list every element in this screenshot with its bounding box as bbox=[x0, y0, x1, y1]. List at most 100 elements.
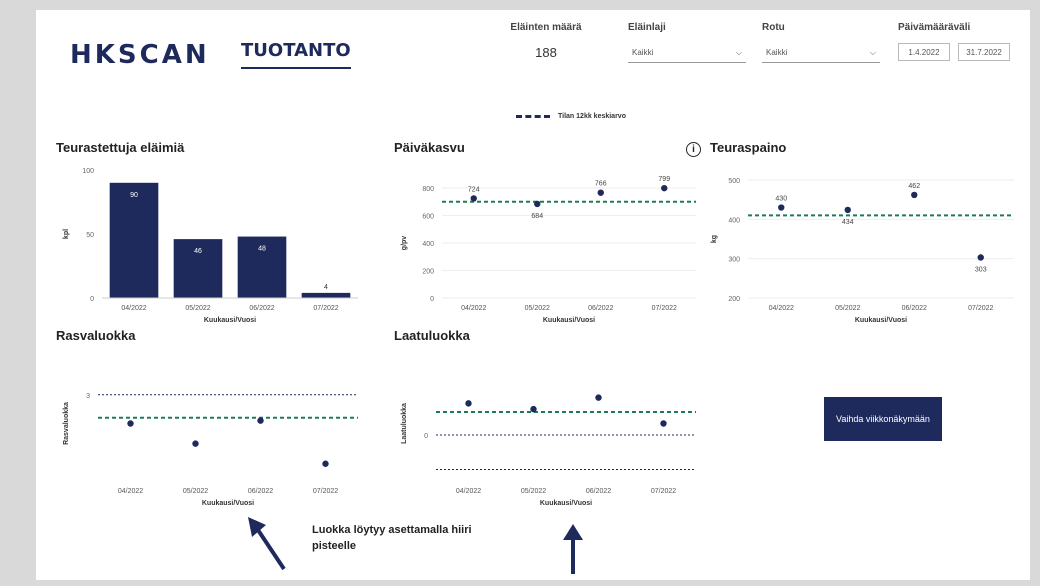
y-tick-label: 3 bbox=[86, 393, 90, 400]
y-tick-label: 0 bbox=[430, 296, 434, 303]
data-label: 430 bbox=[775, 196, 787, 203]
data-point bbox=[192, 440, 199, 447]
y-tick-label: 800 bbox=[422, 186, 434, 193]
slaughtered-animals-chart: 0 50 100 kpl 90 46 48 4 04/2022 05/2022 06/2022 07/… bbox=[63, 168, 358, 324]
data-label: 462 bbox=[908, 183, 920, 190]
y-tick-label: 600 bbox=[422, 214, 434, 221]
x-axis-label: Kuukausi/Vuosi bbox=[543, 317, 595, 324]
bar bbox=[301, 292, 351, 298]
data-point bbox=[597, 189, 604, 196]
y-tick-label: 200 bbox=[728, 296, 740, 303]
y-axis-label: Laatuluokka bbox=[401, 403, 408, 444]
fat-class-chart: 3 Rasvaluokka 04/2022 05/2022 06/2022 07/2022… bbox=[63, 393, 358, 507]
chart-title-carcass-weight: Teuraspaino bbox=[710, 140, 787, 155]
carcass-weight-chart: 200 300 400 500 kg 430 434 462 303 04/2022 05/2022… bbox=[711, 178, 1014, 324]
data-point bbox=[844, 206, 851, 214]
data-point bbox=[911, 191, 918, 199]
arrow-up-icon bbox=[563, 524, 583, 574]
date-end-input[interactable]: 31.7.2022 bbox=[958, 43, 1010, 61]
data-point bbox=[322, 460, 329, 467]
x-tick-label: 07/2022 bbox=[651, 488, 676, 495]
data-point bbox=[465, 400, 472, 407]
data-point bbox=[127, 420, 134, 427]
y-axis-label: kpl bbox=[63, 229, 70, 239]
data-point bbox=[470, 195, 477, 202]
legend-dash-marker bbox=[516, 115, 550, 118]
species-select-value: Kaikki bbox=[632, 48, 654, 57]
data-label: 766 bbox=[595, 181, 607, 188]
data-label: 434 bbox=[842, 219, 854, 226]
x-tick-label: 05/2022 bbox=[835, 305, 860, 312]
y-tick-label: 0 bbox=[90, 296, 94, 303]
data-point bbox=[595, 394, 602, 401]
x-axis-label: Kuukausi/Vuosi bbox=[204, 317, 256, 324]
legend-label: Tilan 12kk keskiarvo bbox=[558, 113, 626, 120]
chevron-down-icon: ⌵ bbox=[869, 47, 876, 57]
chart-title-daily-gain: Päiväkasvu bbox=[394, 140, 465, 155]
switch-to-week-view-button[interactable]: Vaihda viikkonäkymään bbox=[824, 397, 942, 441]
y-tick-label: 0 bbox=[424, 433, 428, 440]
chart-title-quality-class: Laatuluokka bbox=[394, 328, 470, 343]
x-axis-label: Kuukausi/Vuosi bbox=[540, 500, 592, 507]
data-label: 303 bbox=[975, 266, 987, 273]
chart-title-slaughtered: Teurastettuja eläimiä bbox=[56, 140, 185, 155]
data-point bbox=[534, 200, 541, 208]
x-axis-label: Kuukausi/Vuosi bbox=[202, 500, 254, 507]
date-range-filter: Päivämääräväli 1.4.2022 31.7.2022 bbox=[898, 22, 1010, 61]
data-point bbox=[778, 204, 785, 211]
y-axis-label: g/pv bbox=[401, 236, 408, 250]
bar bbox=[237, 236, 287, 298]
y-axis-label: kg bbox=[711, 235, 718, 243]
chart-title-fat-class: Rasvaluokka bbox=[56, 328, 136, 343]
animal-count-label: Eläinten määrä bbox=[510, 22, 582, 33]
y-tick-label: 300 bbox=[728, 257, 740, 264]
data-point bbox=[977, 254, 984, 261]
species-filter-label: Eläinlaji bbox=[628, 22, 666, 33]
x-tick-label: 06/2022 bbox=[249, 305, 274, 312]
info-icon[interactable]: i bbox=[686, 142, 701, 157]
x-tick-label: 07/2022 bbox=[652, 305, 677, 312]
dashboard-page: HKSCAN TUOTANTO Eläinten määrä 188 Eläin… bbox=[36, 10, 1030, 580]
x-tick-label: 04/2022 bbox=[121, 305, 146, 312]
data-label: 799 bbox=[658, 176, 670, 183]
daily-gain-chart: 0 200 400 600 800 g/pv 724 684 766 799 04/2022 05/2… bbox=[401, 176, 696, 324]
bar bbox=[109, 182, 159, 298]
y-tick-label: 200 bbox=[422, 269, 434, 276]
chart-legend: Tilan 12kk keskiarvo bbox=[516, 113, 626, 120]
x-tick-label: 04/2022 bbox=[769, 305, 794, 312]
hkscan-logo: HKSCAN bbox=[70, 40, 210, 70]
x-tick-label: 06/2022 bbox=[902, 305, 927, 312]
x-tick-label: 06/2022 bbox=[586, 488, 611, 495]
data-label: 46 bbox=[194, 248, 202, 255]
x-tick-label: 05/2022 bbox=[185, 305, 210, 312]
x-tick-label: 06/2022 bbox=[248, 488, 273, 495]
y-tick-label: 400 bbox=[728, 217, 740, 224]
x-tick-label: 04/2022 bbox=[461, 305, 486, 312]
breed-select[interactable]: Kaikki ⌵ bbox=[762, 43, 880, 63]
y-axis-label: Rasvaluokka bbox=[63, 402, 70, 445]
x-tick-label: 04/2022 bbox=[118, 488, 143, 495]
data-point bbox=[257, 417, 264, 424]
y-tick-label: 50 bbox=[86, 232, 94, 239]
animal-count-value: 188 bbox=[535, 45, 557, 60]
x-tick-label: 04/2022 bbox=[456, 488, 481, 495]
data-label: 48 bbox=[258, 246, 266, 253]
x-tick-label: 07/2022 bbox=[313, 305, 338, 312]
species-filter: Eläinlaji Kaikki ⌵ bbox=[628, 22, 746, 63]
arrow-up-icon bbox=[248, 517, 286, 571]
data-label: 724 bbox=[468, 186, 480, 193]
page-title: TUOTANTO bbox=[241, 40, 351, 69]
animal-count-card: Eläinten määrä 188 bbox=[506, 22, 586, 60]
x-tick-label: 06/2022 bbox=[588, 305, 613, 312]
x-tick-label: 05/2022 bbox=[183, 488, 208, 495]
data-point bbox=[660, 420, 667, 427]
date-range-label: Päivämääräväli bbox=[898, 22, 971, 33]
species-select[interactable]: Kaikki ⌵ bbox=[628, 43, 746, 63]
y-tick-label: 400 bbox=[422, 241, 434, 248]
x-tick-label: 07/2022 bbox=[313, 488, 338, 495]
x-tick-label: 05/2022 bbox=[525, 305, 550, 312]
date-start-input[interactable]: 1.4.2022 bbox=[898, 43, 950, 61]
breed-select-value: Kaikki bbox=[766, 48, 788, 57]
y-tick-label: 500 bbox=[728, 178, 740, 185]
breed-filter: Rotu Kaikki ⌵ bbox=[762, 22, 880, 63]
